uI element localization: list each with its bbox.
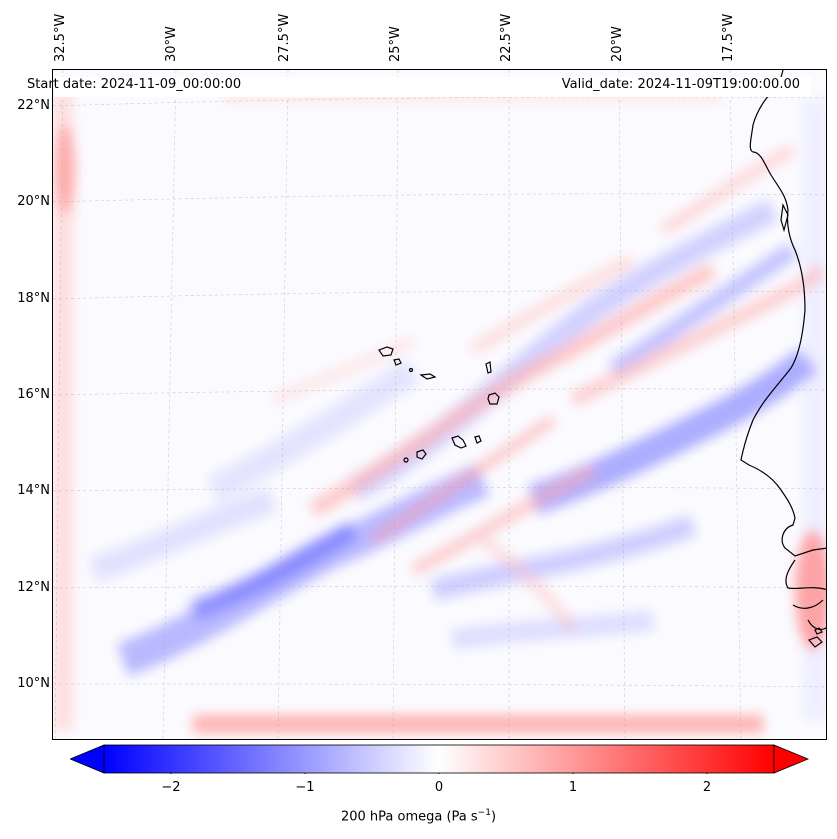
- omega-field: [53, 70, 826, 739]
- lat-label: 14°N: [17, 483, 50, 498]
- colorbar-extend-max: [773, 744, 810, 774]
- lat-label: 22°N: [17, 98, 50, 113]
- colorbar-tick: −1: [295, 780, 315, 795]
- cape-verde-islands: [378, 346, 500, 463]
- colorbar-tick: 1: [568, 780, 578, 795]
- colorbar-label: 200 hPa omega (Pa s−1): [340, 808, 497, 825]
- lat-label: 20°N: [17, 194, 50, 209]
- colorbar-tick: −2: [161, 780, 181, 795]
- lon-label: 20°W: [610, 26, 625, 62]
- colorbar-tick: 2: [702, 780, 712, 795]
- colorbar-gradient: [103, 744, 775, 774]
- lon-label: 22.5°W: [499, 13, 514, 62]
- omega-shading: [53, 90, 826, 733]
- start-date-label: Start date: 2024-11-09_00:00:00: [27, 77, 242, 92]
- header-band: [54, 77, 811, 97]
- lat-label: 16°N: [17, 387, 50, 402]
- lat-label: 12°N: [17, 580, 50, 595]
- colorbar-tick: 0: [434, 780, 444, 795]
- lon-label: 17.5°W: [721, 13, 736, 62]
- lon-label: 32.5°W: [53, 13, 68, 62]
- lon-label: 30°W: [164, 26, 179, 62]
- colorbar: [70, 744, 810, 774]
- west-africa-coastline: [740, 70, 826, 648]
- colorbar-extend-min: [70, 744, 105, 774]
- lat-label: 18°N: [17, 291, 50, 306]
- gridlines: [53, 70, 826, 739]
- map-panel[interactable]: [52, 69, 827, 740]
- lat-label: 10°N: [17, 676, 50, 691]
- lon-label: 25°W: [388, 26, 403, 62]
- lon-label: 27.5°W: [277, 13, 292, 62]
- valid-date-label: Valid_date: 2024-11-09T19:00:00.00: [561, 77, 800, 92]
